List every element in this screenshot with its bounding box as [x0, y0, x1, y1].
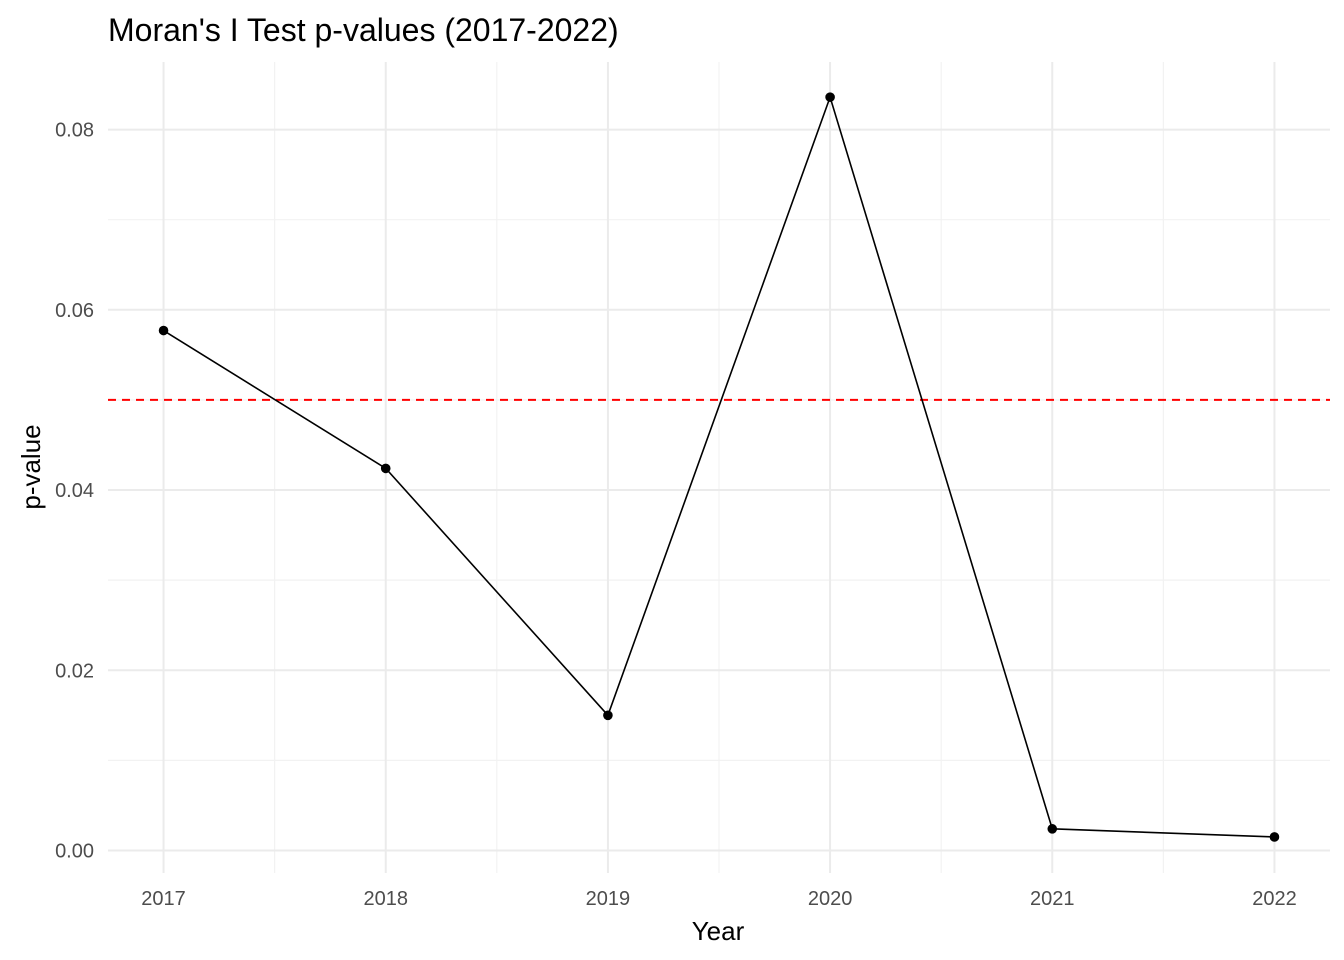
data-point-2021: [1047, 824, 1058, 834]
x-axis-title: Year: [692, 916, 745, 946]
data-point-2019: [603, 710, 613, 721]
x-tick-label-2018: 2018: [363, 888, 408, 910]
axis-label-layer: 2017 2018 2019 2020 2021 2022 0.00 0.02 0.04 0.06…: [55, 120, 1297, 910]
grid-layer: [108, 62, 1330, 873]
x-tick-label-2019: 2019: [586, 888, 631, 910]
x-tick-label-2022: 2022: [1252, 888, 1297, 910]
y-axis-title: p-value: [16, 424, 46, 509]
x-tick-label-2021: 2021: [1030, 888, 1075, 910]
y-tick-label-0.08: 0.08: [55, 120, 94, 142]
data-point-2018: [380, 463, 391, 474]
y-tick-label-0.00: 0.00: [55, 840, 94, 862]
series-layer: [158, 92, 1280, 842]
y-tick-label-0.02: 0.02: [55, 660, 94, 682]
y-tick-label-0.06: 0.06: [55, 300, 94, 322]
data-point-2017: [158, 325, 169, 336]
chart-title: Moran's I Test p-values (2017-2022): [108, 12, 619, 48]
data-point-2020: [825, 92, 835, 102]
x-tick-label-2017: 2017: [141, 888, 186, 910]
y-tick-label-0.04: 0.04: [55, 480, 94, 502]
data-point-2022: [1269, 832, 1280, 842]
x-tick-label-2020: 2020: [808, 888, 853, 910]
series-line-1: [163, 94, 1275, 838]
